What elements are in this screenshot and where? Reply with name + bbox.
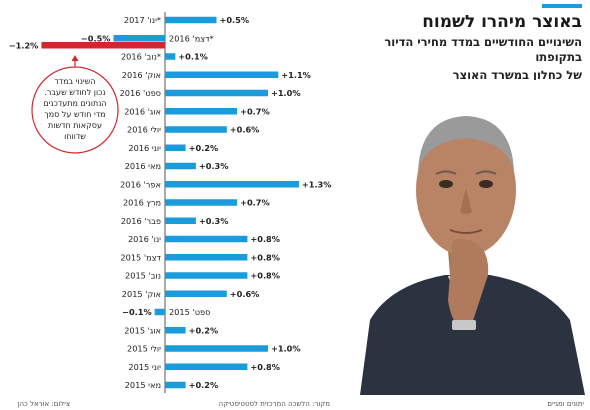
bar-0 [165, 16, 217, 24]
annotation-text-1: השינוי במדד [54, 77, 95, 86]
category-label-5: אוג' 2016 [124, 106, 161, 116]
credit-illustration: צילום: אוראל כהן [17, 400, 70, 408]
category-label-20: מאי 2015 [125, 380, 161, 390]
credits-bar: יתונים ומגיים מקור: הלשכה המרכזית לסטטיס… [0, 398, 590, 410]
category-label-8: מאי 2016 [125, 161, 161, 171]
value-label-9: +1.3% [302, 179, 332, 189]
bar-18 [165, 345, 268, 352]
hair [418, 116, 514, 172]
category-label-9: אפר' 2016 [120, 179, 161, 189]
value-label-12: +0.8% [250, 234, 280, 244]
credit-source: מקור: הלשכה המרכזית לסטטיסטיקה [218, 400, 330, 408]
value-label-17: +0.2% [189, 325, 219, 335]
hand [448, 238, 489, 330]
suit-shape [360, 275, 585, 395]
value-label-16: −0.1% [122, 307, 152, 317]
bar-3 [165, 71, 279, 78]
bar-1 [113, 35, 165, 42]
bar-10 [165, 199, 238, 206]
annotation-text-2: נכון לחודש שעבר. [44, 88, 105, 97]
category-label-14: נוב' 2015 [125, 271, 161, 281]
bar-19 [165, 363, 248, 370]
value-label-1: −0.5% [81, 33, 111, 43]
value-label-11: +0.3% [199, 216, 229, 226]
bar-2 [165, 53, 176, 60]
category-label-2: נוב' 2016* [121, 52, 161, 62]
title-accent-bar [542, 4, 582, 8]
value-label-4: +1.0% [271, 88, 301, 98]
value-label-13: +0.8% [250, 252, 280, 262]
value-label-8: +0.3% [199, 161, 229, 171]
value-label-extra: −1.2% [9, 40, 39, 50]
category-label-15: אוק' 2015 [122, 289, 161, 299]
category-label-4: ספט' 2016 [120, 88, 161, 98]
value-label-7: +0.2% [189, 143, 219, 153]
credit-agency: יתונים ומגיים [547, 400, 584, 408]
value-label-5: +0.7% [240, 106, 270, 116]
category-label-10: מרץ 2016 [123, 198, 161, 208]
value-label-20: +0.2% [189, 380, 219, 390]
bar-12 [165, 235, 248, 243]
category-label-11: פבר' 2016 [121, 216, 161, 226]
bar-11 [165, 217, 196, 224]
value-label-14: +0.8% [250, 271, 280, 281]
value-label-15: +0.6% [230, 289, 260, 299]
value-label-19: +0.8% [250, 362, 280, 372]
bar-9 [165, 181, 299, 188]
category-label-3: אוק' 2016 [122, 70, 161, 80]
bar-20 [165, 381, 186, 389]
chart-title: באוצר מיהרו לשמוח [422, 12, 582, 32]
category-label-13: דצמ' 2015 [120, 252, 161, 262]
annotation-text-6: שדווחו [64, 132, 86, 141]
category-label-7: יוני 2016 [128, 143, 161, 153]
bar-14 [165, 272, 248, 279]
minister-portrait [340, 80, 590, 395]
category-label-12: ינו' 2016 [128, 234, 161, 244]
annotation-arrow-head [71, 55, 79, 61]
annotation-text-4: מדי חודש על סמך [44, 110, 105, 119]
bar-17 [165, 327, 186, 334]
annotation-text-3: הנתונים מתעדכנים [43, 99, 106, 108]
value-label-0: +0.5% [220, 15, 250, 25]
bar-4 [165, 89, 268, 97]
watch [452, 320, 476, 330]
category-label-6: יולי 2016 [127, 125, 161, 135]
bar-8 [165, 162, 196, 170]
bar-extra-highlight [41, 42, 165, 49]
chart-subtitle-line2: של כחלון במשרד האוצר [452, 68, 582, 82]
category-label-17: אוג' 2015 [124, 325, 161, 335]
bar-7 [165, 144, 186, 151]
value-label-18: +1.0% [271, 344, 301, 354]
value-label-10: +0.7% [240, 198, 270, 208]
bar-6 [165, 126, 227, 133]
value-label-6: +0.6% [230, 125, 260, 135]
bar-5 [165, 108, 238, 115]
bar-16 [154, 308, 165, 316]
right-eye [479, 180, 493, 188]
category-label-0: ינו' 2017* [124, 15, 161, 25]
chart-subtitle-line1: השינויים החודשיים במדד מחירי הדיור בתקופ… [384, 35, 582, 64]
chart-header: באוצר מיהרו לשמוח השינויים החודשיים במדד… [342, 4, 582, 83]
value-label-3: +1.1% [281, 70, 311, 80]
category-label-18: יולי 2015 [127, 344, 161, 354]
bar-15 [165, 290, 227, 297]
category-label-16: ספט' 2015 [169, 307, 210, 317]
category-label-1: דצמ' 2016* [169, 33, 214, 43]
bar-13 [165, 254, 248, 261]
value-label-2: +0.1% [178, 52, 208, 62]
category-label-19: יוני 2015 [128, 362, 161, 372]
annotation-text-5: עסקאות חדשות [48, 121, 102, 130]
left-eye [439, 180, 453, 188]
